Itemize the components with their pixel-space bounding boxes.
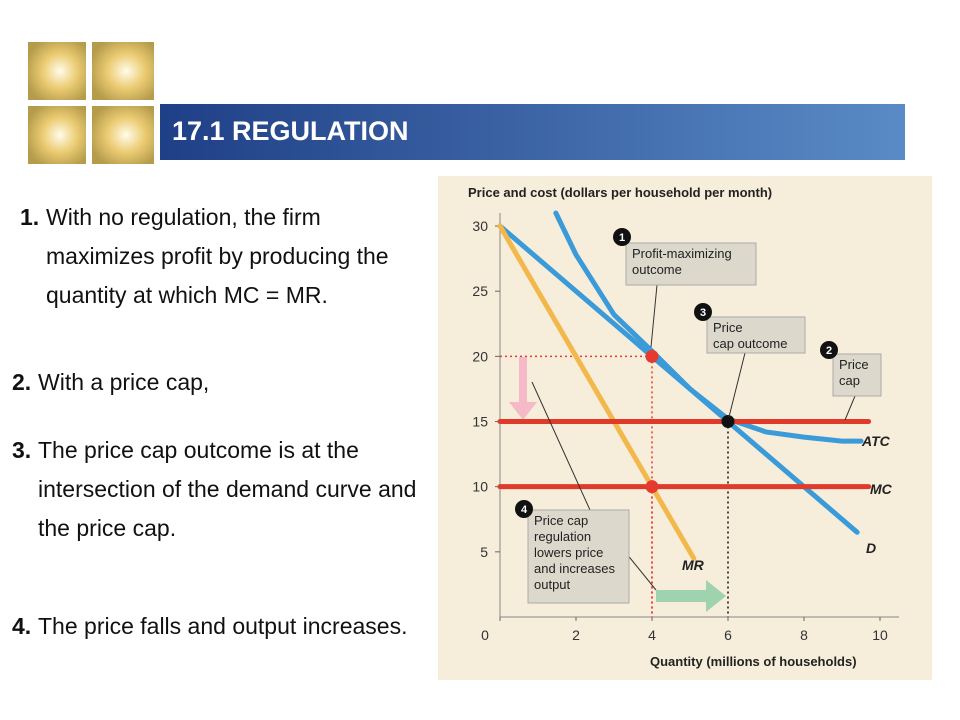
point: 4. The price falls and output increases. bbox=[12, 607, 438, 646]
curve-label: D bbox=[866, 540, 876, 556]
x-tick-label: 4 bbox=[648, 627, 656, 643]
x-tick-label: 10 bbox=[872, 627, 888, 643]
annotation-text: Price bbox=[839, 357, 869, 372]
x-tick-label: 6 bbox=[724, 627, 732, 643]
annotation-text: Price bbox=[713, 320, 743, 335]
y-tick-label: 5 bbox=[480, 544, 488, 560]
annotation-badge bbox=[694, 303, 712, 321]
curve-label: MC bbox=[870, 481, 893, 497]
price-fall-arrow bbox=[509, 357, 537, 420]
annotation-text: cap bbox=[839, 373, 860, 388]
title-bar: 17.1 REGULATION bbox=[160, 104, 905, 160]
title: 17.1 REGULATION bbox=[172, 116, 409, 146]
annotation-box bbox=[527, 509, 630, 604]
marker bbox=[645, 480, 659, 494]
annotation-text: Price cap bbox=[534, 513, 588, 528]
annotation-text: and increases bbox=[534, 561, 615, 576]
annotation-text: output bbox=[534, 577, 571, 592]
annotation-box bbox=[625, 242, 757, 286]
curve-label: ATC bbox=[861, 433, 891, 449]
curve bbox=[553, 210, 864, 444]
annotation-badge bbox=[515, 500, 533, 518]
point: 3. The price cap outcome is at the inters… bbox=[12, 431, 438, 548]
y-tick-label: 15 bbox=[472, 414, 488, 430]
point-number: 3. bbox=[12, 437, 32, 463]
logo bbox=[28, 42, 154, 164]
leader-line bbox=[625, 552, 657, 591]
annotation-badge bbox=[613, 228, 631, 246]
leader-line bbox=[728, 352, 746, 418]
curve-label: MR bbox=[682, 557, 705, 573]
chart: Price and cost (dollars per household pe… bbox=[438, 176, 932, 680]
annotation-text: lowers price bbox=[534, 545, 603, 560]
leader-line bbox=[531, 381, 591, 511]
point-text: The price cap outcome is at the intersec… bbox=[38, 437, 417, 541]
annotation-number: 4 bbox=[521, 504, 528, 516]
point: 1. With no regulation, the firm maximizes… bbox=[20, 198, 431, 315]
annotation-text: regulation bbox=[534, 529, 591, 544]
x-tick-label: 2 bbox=[572, 627, 580, 643]
y-tick-label: 30 bbox=[472, 218, 488, 234]
annotation-text: cap outcome bbox=[713, 336, 787, 351]
annotation-badge bbox=[820, 341, 838, 359]
y-tick-label: 20 bbox=[472, 348, 488, 364]
annotation-box bbox=[706, 316, 806, 354]
point-text: With no regulation, the firm maximizes p… bbox=[46, 204, 389, 308]
annotation-number: 3 bbox=[700, 307, 706, 319]
annotation-text: Profit-maximizing bbox=[632, 246, 732, 261]
annotation-number: 2 bbox=[826, 345, 832, 357]
leader-line bbox=[650, 284, 658, 348]
annotation-text: outcome bbox=[632, 262, 682, 277]
point-number: 1. bbox=[20, 204, 40, 230]
x-tick-label: 0 bbox=[481, 627, 489, 643]
x-axis-label: Quantity (millions of households) bbox=[650, 654, 857, 669]
curve bbox=[497, 223, 697, 561]
annotation-box bbox=[832, 353, 882, 397]
marker bbox=[645, 349, 659, 363]
point: 2. With a price cap, bbox=[12, 363, 438, 402]
point-text: The price falls and output increases. bbox=[38, 613, 408, 639]
y-axis-label: Price and cost (dollars per household pe… bbox=[468, 185, 772, 200]
marker bbox=[721, 415, 735, 429]
point-text: With a price cap, bbox=[38, 369, 210, 395]
y-tick-label: 25 bbox=[472, 283, 488, 299]
point-number: 4. bbox=[12, 613, 32, 639]
x-tick-label: 8 bbox=[800, 627, 808, 643]
y-tick-label: 10 bbox=[472, 479, 488, 495]
output-rise-arrow bbox=[656, 580, 726, 612]
leader-line bbox=[844, 395, 856, 421]
annotation-number: 1 bbox=[619, 232, 625, 244]
point-number: 2. bbox=[12, 369, 32, 395]
